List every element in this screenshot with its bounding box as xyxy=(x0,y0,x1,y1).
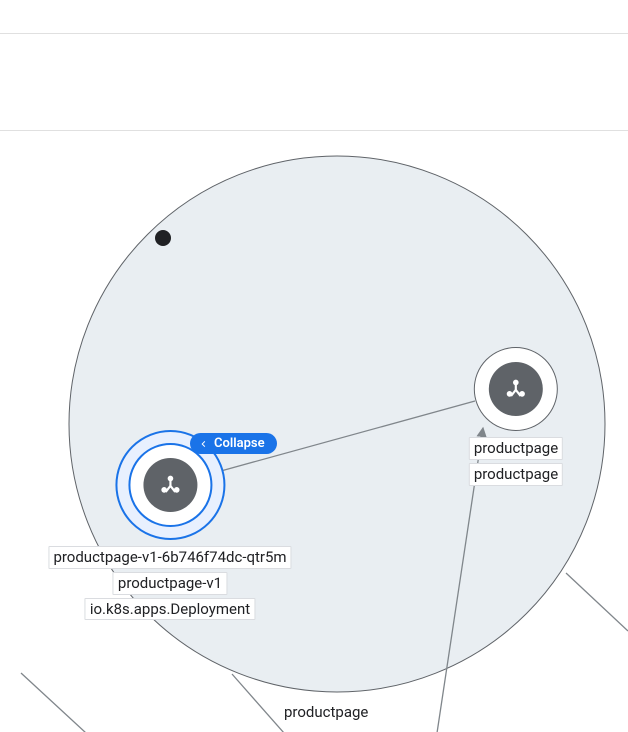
node-pod-productpage-v1[interactable]: productpage-v1-6b746f74dc-qtr5m productp… xyxy=(48,430,291,620)
node-label: productpage-v1 xyxy=(113,572,227,595)
top-toolbar xyxy=(0,0,628,34)
node-label: productpage-v1-6b746f74dc-qtr5m xyxy=(48,546,291,569)
node-label: productpage xyxy=(469,437,563,460)
boundary-handle[interactable] xyxy=(155,230,171,246)
hub-icon xyxy=(503,376,529,402)
namespace-label: productpage xyxy=(284,703,368,721)
hub-icon xyxy=(157,472,183,498)
node-label: productpage xyxy=(469,463,563,486)
node-service-productpage[interactable]: productpage productpage xyxy=(469,347,563,486)
node-label: io.k8s.apps.Deployment xyxy=(85,598,255,621)
chevron-left-icon xyxy=(197,438,209,450)
collapse-button[interactable]: Collapse xyxy=(190,433,277,454)
collapse-button-label: Collapse xyxy=(214,436,265,451)
topology-canvas[interactable]: productpage productpage productpage-v1-6… xyxy=(0,130,628,732)
